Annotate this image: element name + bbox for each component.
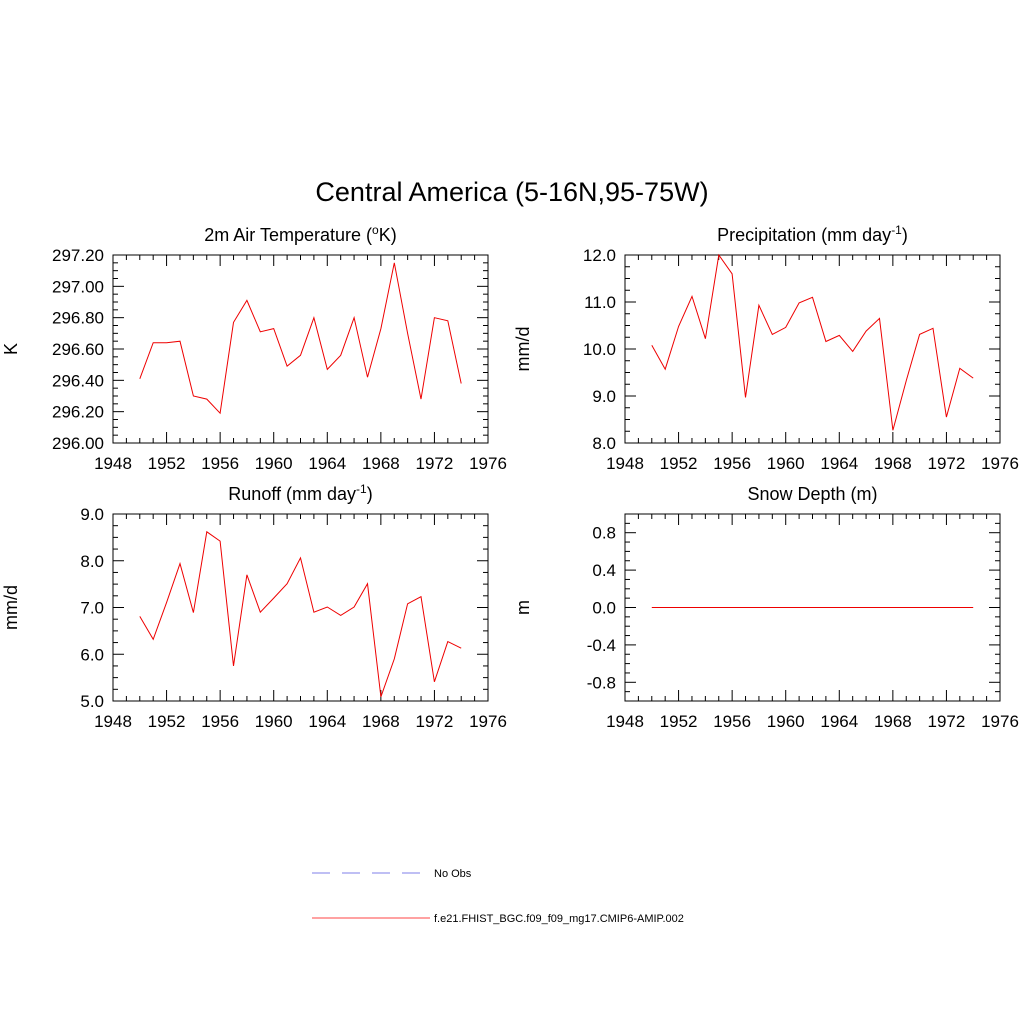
air-temperature-y-tick-label: 296.00	[52, 434, 104, 453]
snow-depth-x-tick-label: 1964	[820, 712, 858, 731]
air-temperature-x-tick-label: 1976	[469, 454, 507, 473]
runoff-panel-title-superscript: -1	[356, 482, 367, 496]
runoff-panel-title: Runoff (mm day-1)	[228, 482, 372, 504]
panel-precipitation: 1948 1952 1956 1960 1964 1968 1972 1976 8.0 9.0 10…	[513, 223, 1019, 473]
runoff-y-tick-label: 6.0	[80, 645, 104, 664]
precipitation-panel-title-superscript: -1	[891, 223, 902, 237]
snow-depth-y-tick-label: 0.8	[592, 524, 616, 543]
snow-depth-x-tick-label: 1976	[981, 712, 1019, 731]
precipitation-panel-title-text: Precipitation (mm day	[717, 225, 891, 245]
precipitation-x-tick-label: 1952	[660, 454, 698, 473]
snow-depth-x-tick-label: 1968	[874, 712, 912, 731]
runoff-y-tick-label: 8.0	[80, 552, 104, 571]
air-temperature-x-tick-label: 1960	[255, 454, 293, 473]
air-temperature-plot-frame	[112, 254, 489, 444]
air-temperature-x-tick-label: 1956	[201, 454, 239, 473]
runoff-x-tick-label: 1956	[201, 712, 239, 731]
legend: No Obs f.e21.FHIST_BGC.f09_f09_mg17.CMIP…	[312, 868, 684, 925]
air-temperature-x-tick-label: 1948	[94, 454, 132, 473]
air-temperature-y-tick-label: 296.60	[52, 340, 104, 359]
air-temperature-y-tick-label: 297.20	[52, 246, 104, 265]
runoff-panel-title-text: Runoff (mm day	[228, 484, 356, 504]
air-temperature-x-tick-label: 1968	[362, 454, 400, 473]
runoff-x-tick-label: 1948	[94, 712, 132, 731]
precipitation-x-tick-label: 1948	[606, 454, 644, 473]
snow-depth-x-tick-label: 1972	[928, 712, 966, 731]
precipitation-y-tick-label: 9.0	[592, 387, 616, 406]
air-temperature-x-tick-label: 1952	[148, 454, 186, 473]
figure-title: Central America (5-16N,95-75W)	[315, 177, 708, 207]
precipitation-y-tick-label: 11.0	[584, 293, 616, 312]
panel-air-temperature: 1948 1952 1956 1960 1964 1968 1972 1976 296.00 29…	[1, 223, 507, 473]
snow-depth-x-tick-label: 1956	[713, 712, 751, 731]
air-temperature-y-tick-label: 297.00	[52, 277, 104, 296]
air-temperature-y-tick-label: 296.20	[52, 403, 104, 422]
runoff-x-tick-label: 1952	[148, 712, 186, 731]
precipitation-y-tick-label: 8.0	[592, 434, 616, 453]
snow-depth-y-axis-label: m	[513, 600, 533, 615]
snow-depth-panel-title-text: Snow Depth (m)	[747, 484, 877, 504]
runoff-x-tick-label: 1976	[469, 712, 507, 731]
precipitation-y-axis-label: mm/d	[513, 327, 533, 372]
precipitation-x-tick-label: 1968	[874, 454, 912, 473]
air-temperature-x-tick-label: 1972	[416, 454, 454, 473]
runoff-x-tick-label: 1968	[362, 712, 400, 731]
runoff-x-tick-label: 1960	[255, 712, 293, 731]
air-temperature-y-axis-label: K	[1, 343, 21, 355]
snow-depth-x-tick-label: 1952	[660, 712, 698, 731]
precipitation-x-tick-label: 1976	[981, 454, 1019, 473]
snow-depth-y-tick-label: -0.8	[587, 673, 616, 692]
runoff-y-axis-label: mm/d	[1, 585, 21, 630]
air-temperature-panel-title: 2m Air Temperature (oK)	[204, 223, 396, 245]
legend-label-no-obs: No Obs	[434, 868, 472, 880]
snow-depth-y-tick-label: 0.4	[592, 561, 616, 580]
air-temperature-panel-title-suffix: K)	[379, 225, 397, 245]
runoff-series-line	[139, 530, 462, 697]
runoff-panel-title-suffix: )	[367, 484, 373, 504]
legend-label-model: f.e21.FHIST_BGC.f09_f09_mg17.CMIP6-AMIP.…	[434, 913, 684, 925]
runoff-y-tick-label: 7.0	[80, 599, 104, 618]
air-temperature-series-line	[139, 262, 462, 415]
panel-runoff: 1948 1952 1956 1960 1964 1968 1972 1976 5.0 6.0 7.…	[1, 482, 507, 731]
air-temperature-x-tick-label: 1964	[308, 454, 346, 473]
precipitation-y-tick-label: 12.0	[583, 246, 616, 265]
snow-depth-y-tick-label: -0.4	[587, 636, 616, 655]
precipitation-plot-frame	[624, 254, 1001, 444]
runoff-y-tick-label: 9.0	[80, 505, 104, 524]
air-temperature-panel-title-superscript: o	[372, 223, 379, 237]
air-temperature-panel-title-text: 2m Air Temperature (	[204, 225, 372, 245]
snow-depth-panel-title: Snow Depth (m)	[747, 484, 877, 504]
panel-snow-depth: 1948 1952 1956 1960 1964 1968 1972 1976 -0.8 -0.4…	[513, 484, 1019, 731]
snow-depth-x-tick-label: 1960	[767, 712, 805, 731]
precipitation-x-tick-label: 1956	[713, 454, 751, 473]
precipitation-panel-title: Precipitation (mm day-1)	[717, 223, 908, 245]
precipitation-x-tick-label: 1972	[928, 454, 966, 473]
snow-depth-x-tick-label: 1948	[606, 712, 644, 731]
precipitation-x-tick-label: 1964	[820, 454, 858, 473]
precipitation-x-tick-label: 1960	[767, 454, 805, 473]
runoff-x-tick-label: 1964	[308, 712, 346, 731]
runoff-plot-frame	[112, 513, 489, 702]
precipitation-series-line	[651, 253, 974, 431]
snow-depth-y-tick-label: 0.0	[592, 599, 616, 618]
precipitation-panel-title-suffix: )	[902, 225, 908, 245]
runoff-y-tick-label: 5.0	[80, 692, 104, 711]
runoff-x-tick-label: 1972	[416, 712, 454, 731]
precipitation-y-tick-label: 10.0	[583, 340, 616, 359]
air-temperature-y-tick-label: 296.80	[52, 309, 104, 328]
air-temperature-y-tick-label: 296.40	[52, 371, 104, 390]
